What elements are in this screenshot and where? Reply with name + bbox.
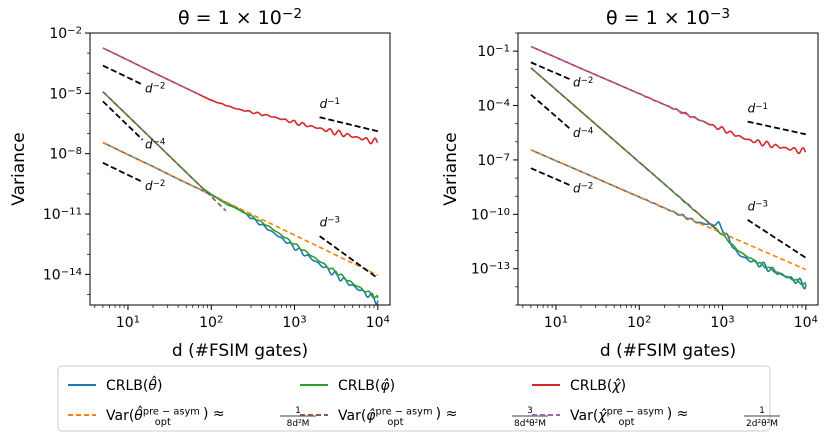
series-crlb-phi bbox=[530, 67, 807, 286]
guide-label-2: d−4 bbox=[145, 138, 165, 152]
plot-area bbox=[530, 45, 807, 290]
series-var-theta bbox=[530, 149, 807, 271]
guide-label-4: d−1 bbox=[748, 102, 768, 116]
guide-line-1 bbox=[102, 64, 144, 86]
legend-label-crlb-chi: CRLB(χ̂) bbox=[570, 378, 626, 394]
guide-line-2 bbox=[530, 93, 572, 130]
guide-label-2: d−4 bbox=[573, 126, 593, 140]
y-tick-label: 10−13 bbox=[471, 261, 510, 278]
x-tick-label: 101 bbox=[544, 314, 568, 331]
y-tick-label: 10−8 bbox=[49, 146, 82, 163]
guide-label-5: d−3 bbox=[748, 200, 768, 214]
x-tick-label: 103 bbox=[710, 314, 734, 331]
legend-fraction-num: 1 bbox=[295, 406, 301, 416]
axes-frame bbox=[89, 32, 391, 306]
guide-line-1 bbox=[530, 61, 571, 81]
legend-fraction-num: 3 bbox=[527, 406, 533, 416]
guide-line-4 bbox=[747, 120, 807, 136]
legend-label-crlb-theta: CRLB(θ̂) bbox=[106, 375, 162, 394]
x-tick-label: 101 bbox=[116, 314, 140, 331]
guide-label-3: d−2 bbox=[573, 181, 593, 195]
x-tick-label: 103 bbox=[282, 314, 306, 331]
chart-title: θ = 1 × 10−2 bbox=[178, 6, 302, 29]
series-var-theta bbox=[102, 141, 379, 277]
x-axis-label: d (#FSIM gates) bbox=[600, 341, 736, 361]
series-crlb-phi bbox=[102, 91, 379, 299]
y-tick-label: 10−5 bbox=[49, 86, 82, 103]
y-tick-label: 10−14 bbox=[43, 267, 82, 284]
y-tick-label: 10−1 bbox=[477, 44, 510, 61]
x-tick-label: 102 bbox=[627, 314, 651, 331]
guide-line-4 bbox=[319, 116, 379, 133]
legend-label-var-chi: Var(χ̂pre − asym opt) ≈ bbox=[570, 406, 688, 428]
guide-label-1: d−2 bbox=[573, 76, 593, 90]
guide-label-1: d−2 bbox=[145, 82, 165, 96]
x-axis-label: d (#FSIM gates) bbox=[172, 341, 308, 361]
series-var-chi bbox=[102, 47, 199, 95]
y-tick-label: 10−4 bbox=[477, 98, 510, 115]
y-tick-label: 10−7 bbox=[477, 152, 510, 169]
guide-line-2 bbox=[102, 100, 144, 141]
legend-label-var-theta: Var(θ̂pre − asym opt) ≈ bbox=[106, 405, 225, 427]
legend-fraction-den: 2d²θ²M bbox=[746, 419, 778, 429]
legend-label-crlb-phi: CRLB(φ̂) bbox=[338, 378, 395, 394]
x-tick-label: 102 bbox=[199, 314, 223, 331]
guide-label-4: d−1 bbox=[320, 97, 340, 111]
legend: CRLB(θ̂) CRLB(φ̂) CRLB(χ̂) Var(θ̂pre − asym… bbox=[57, 365, 780, 432]
legend-fraction-den: 8d⁴θ²M bbox=[514, 419, 546, 429]
legend-fraction-den: 8d²M bbox=[287, 419, 310, 429]
y-tick-label: 10−11 bbox=[43, 206, 82, 223]
y-axis-label: Variance bbox=[9, 132, 29, 205]
guide-line-3 bbox=[102, 162, 144, 183]
guide-line-5 bbox=[747, 219, 807, 259]
axes-frame bbox=[517, 32, 819, 306]
series-var-chi bbox=[530, 45, 710, 126]
series-crlb-chi bbox=[102, 47, 379, 145]
x-tick-label: 104 bbox=[366, 314, 390, 331]
plot-area bbox=[102, 47, 379, 305]
y-axis-label: Variance bbox=[441, 132, 461, 205]
legend-box bbox=[57, 365, 771, 432]
chart-title: θ = 1 × 10−3 bbox=[606, 6, 730, 29]
series-var-phi bbox=[102, 91, 227, 212]
guide-label-3: d−2 bbox=[145, 179, 165, 193]
guide-label-5: d−3 bbox=[320, 215, 340, 229]
y-tick-label: 10−10 bbox=[471, 207, 510, 224]
y-tick-label: 10−2 bbox=[49, 25, 82, 42]
guide-line-5 bbox=[319, 235, 379, 279]
legend-label-var-phi: Var(φ̂pre − asym opt) ≈ bbox=[338, 406, 457, 428]
chart-panel-1: d−2 d−4 d−2 d−1 d−3 101 102 103 104 10−2 10−5 10−8 1… bbox=[9, 6, 391, 361]
guide-line-3 bbox=[530, 167, 571, 187]
x-tick-label: 104 bbox=[794, 314, 818, 331]
chart-panel-2: d−2 d−4 d−2 d−1 d−3 101 102 103 104 10−1 10−4 10−7 1… bbox=[441, 6, 819, 361]
legend-fraction-num: 1 bbox=[759, 406, 765, 416]
